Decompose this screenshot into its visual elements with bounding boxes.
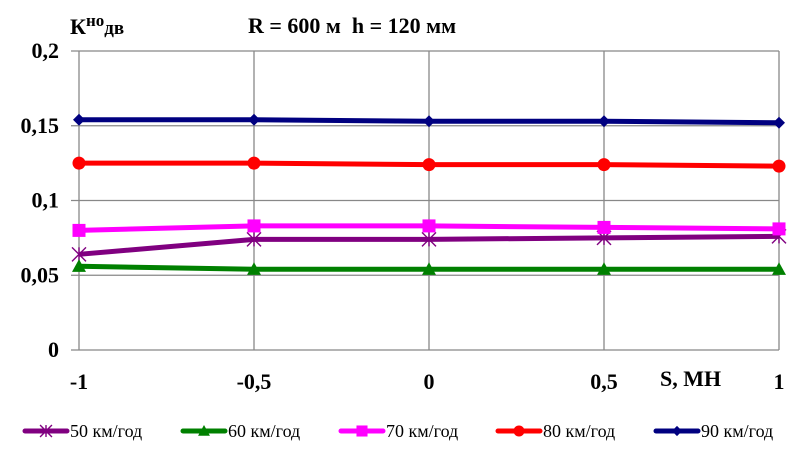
- y-tick-label: 0,1: [32, 188, 60, 213]
- x-tick-label: -1: [70, 369, 88, 394]
- diamond-marker: [671, 425, 683, 437]
- y-axis-label-sup: но: [86, 11, 104, 30]
- y-axis-label: Кнодв: [70, 11, 124, 39]
- series-60: [72, 259, 786, 275]
- series-50: [71, 228, 787, 262]
- square-marker: [72, 223, 86, 237]
- square-marker: [247, 219, 261, 233]
- circle-marker: [772, 159, 786, 173]
- legend-item: 80 км/год: [495, 421, 615, 441]
- legend-label: 80 км/год: [543, 421, 615, 441]
- y-tick-labels: 0 0,05 0,1 0,15 0,2: [21, 38, 60, 362]
- triangle-marker: [198, 425, 210, 436]
- diamond-marker: [423, 115, 435, 128]
- y-axis-label-main: К: [70, 14, 86, 39]
- legend: 50 км/год 60 км/год 70 км/год 80 км/год 90 к…: [22, 421, 773, 441]
- y-tick-label: 0,2: [32, 38, 60, 63]
- square-marker: [597, 220, 611, 234]
- legend-label: 90 км/год: [701, 421, 773, 441]
- legend-item: 60 км/год: [180, 421, 300, 441]
- x-tick-label: 0,5: [590, 369, 618, 394]
- triangle-marker: [597, 262, 611, 275]
- legend-label: 50 км/год: [70, 421, 142, 441]
- triangle-marker: [72, 259, 86, 272]
- series-90: [73, 113, 785, 129]
- circle-marker: [247, 156, 261, 170]
- legend-label: 60 км/год: [228, 421, 300, 441]
- circle-marker: [422, 158, 436, 172]
- legend-label: 70 км/год: [386, 421, 458, 441]
- star-marker: [421, 231, 437, 247]
- triangle-marker: [772, 262, 786, 275]
- triangle-marker: [422, 262, 436, 275]
- series-70: [72, 219, 786, 237]
- x-tick-labels: -1 -0,5 0 0,5 1: [70, 369, 785, 394]
- square-marker: [356, 425, 368, 437]
- circle-marker: [597, 158, 611, 172]
- diamond-marker: [598, 115, 610, 128]
- star-marker: [246, 231, 262, 247]
- square-marker: [422, 219, 436, 233]
- x-tick-label: -0,5: [237, 369, 272, 394]
- x-tick-label: 1: [774, 369, 785, 394]
- circle-marker: [72, 156, 86, 170]
- diamond-marker: [248, 113, 260, 126]
- y-tick-label: 0: [48, 337, 59, 362]
- y-tick-label: 0,05: [21, 262, 60, 287]
- legend-item: 70 км/год: [338, 421, 458, 441]
- legend-item: 50 км/год: [22, 421, 142, 441]
- circle-marker: [513, 425, 525, 437]
- diamond-marker: [773, 116, 785, 129]
- diamond-marker: [73, 113, 85, 126]
- series-layer: [71, 113, 787, 275]
- chart-title: R = 600 м h = 120 мм: [248, 13, 456, 38]
- x-tick-label: 0: [424, 369, 435, 394]
- triangle-marker: [247, 262, 261, 275]
- y-axis-label-sub: дв: [104, 18, 124, 39]
- y-tick-label: 0,15: [21, 113, 60, 138]
- legend-item: 90 км/год: [653, 421, 773, 441]
- star-marker: [71, 246, 87, 262]
- x-axis-label: S, МН: [660, 366, 721, 391]
- square-marker: [772, 222, 786, 236]
- star-marker: [39, 424, 53, 438]
- series-80: [72, 156, 786, 173]
- grid: [71, 50, 780, 351]
